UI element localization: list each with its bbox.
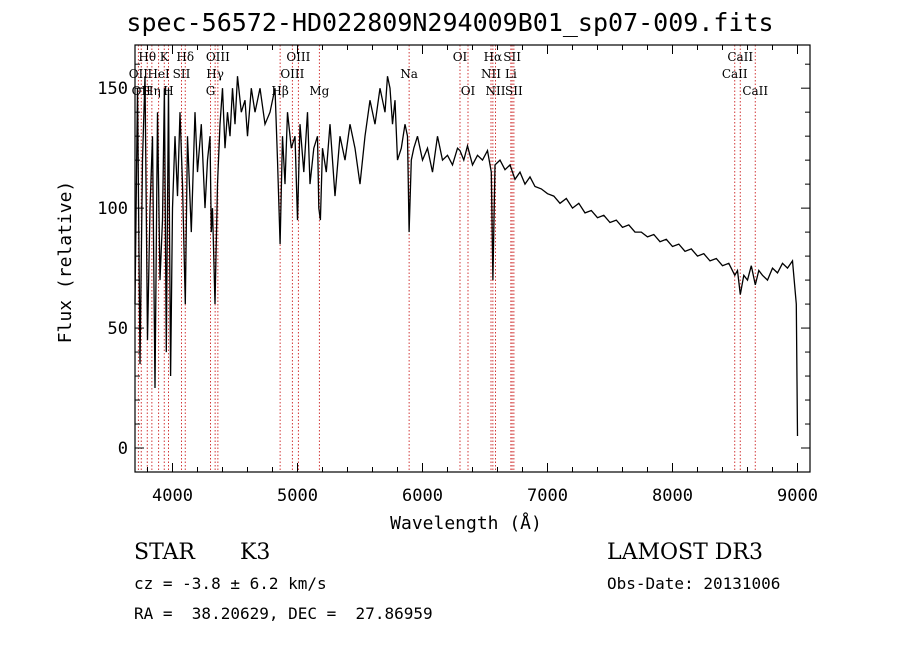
marker-label-22: Li [505, 67, 517, 81]
marker-label-7: SII [173, 67, 191, 81]
coordinates-readout: RA = 38.20629, DEC = 27.86959 [134, 604, 433, 623]
y-tick-label-0: 0 [118, 439, 128, 459]
marker-label-1: OII [132, 84, 152, 98]
marker-label-3: Hη [143, 84, 161, 98]
marker-label-5: K [160, 50, 170, 64]
x-tick-label-4: 8000 [652, 486, 693, 506]
marker-label-18: OI [461, 84, 476, 98]
y-tick-label-3: 150 [97, 79, 128, 99]
marker-label-15: Mg [309, 84, 329, 98]
x-tick-label-0: 4000 [152, 486, 193, 506]
axis-ticks [135, 45, 810, 473]
x-tick-label-1: 5000 [277, 486, 318, 506]
y-tick-label-2: 100 [97, 199, 128, 219]
observation-date: Obs-Date: 20131006 [607, 574, 781, 593]
x-tick-label-3: 7000 [527, 486, 568, 506]
tick-labels: 4000 5000 6000 7000 8000 9000 0 50 100 150 [97, 79, 818, 506]
x-axis-label: Wavelength (Å) [390, 512, 542, 534]
marker-label-24: SII [505, 84, 523, 98]
y-tick-label-1: 50 [108, 319, 128, 339]
marker-label-10: Hγ [206, 67, 224, 81]
marker-label-2: Hθ [138, 50, 156, 64]
spectral-subclass: K3 [240, 540, 271, 565]
marker-label-13: OIII [280, 67, 304, 81]
object-type: STAR [134, 540, 195, 565]
x-tick-label-5: 9000 [777, 486, 818, 506]
spectrum-line [134, 76, 799, 437]
marker-label-8: Hδ [176, 50, 194, 64]
marker-label-23: SII [503, 50, 521, 64]
marker-label-26: CaII [727, 50, 753, 64]
x-tick-label-2: 6000 [402, 486, 443, 506]
marker-label-20: Hα [484, 50, 503, 64]
marker-label-0: OII [129, 67, 149, 81]
chart-title: spec-56572-HD022809N294009B01_sp07-009.f… [126, 8, 774, 37]
marker-label-4: HeI [147, 67, 170, 81]
marker-label-21: NII [486, 84, 506, 98]
marker-label-16: Na [400, 67, 418, 81]
marker-label-17: OI [453, 50, 468, 64]
marker-label-9: G [206, 84, 216, 98]
marker-label-14: OIII [286, 50, 310, 64]
marker-label-19: NII [481, 67, 501, 81]
marker-label-25: CaII [722, 67, 748, 81]
y-axis-label: Flux (relative) [55, 181, 76, 344]
marker-label-11: OIII [206, 50, 230, 64]
survey-name: LAMOST DR3 [607, 540, 763, 565]
line-marker-labels: OIIOIIHθHηHeIKHSIIHδGHγOIIIHβOIIIOIIIMgN… [129, 50, 769, 98]
marker-label-27: CaII [742, 84, 768, 98]
redshift-readout: cz = -3.8 ± 6.2 km/s [134, 574, 327, 593]
